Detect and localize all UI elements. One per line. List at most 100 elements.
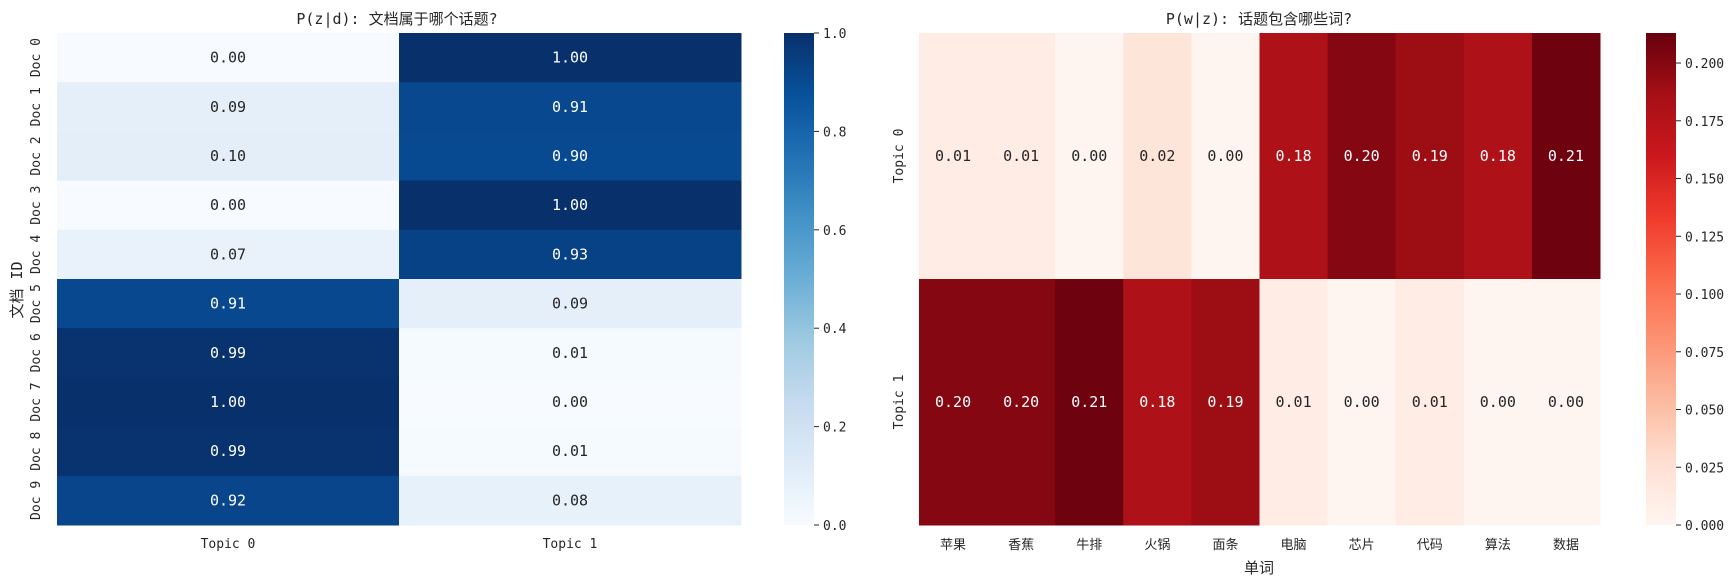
- heatmap-cell: [1055, 33, 1124, 280]
- y-tick-label: Doc 9: [29, 481, 44, 520]
- heatmap-cell: [919, 33, 988, 280]
- heatmap-cell: [1123, 33, 1192, 280]
- cell-value-label: 0.10: [210, 147, 246, 165]
- doc-topic-heatmap: P(z|d): 文档属于哪个话题? 0.00 1.000.09 0.910.10 0.…: [8, 10, 742, 552]
- heatmap-cell: [57, 229, 400, 280]
- cell-value-label: 1.00: [552, 49, 588, 67]
- x-tick-label: 面条: [1212, 537, 1238, 553]
- cell-value-label: 0.01: [552, 442, 588, 460]
- heatmap-cell: [1055, 279, 1124, 526]
- y-axis-label: 文档 ID: [8, 261, 26, 318]
- cell-value-label: 0.00: [1480, 393, 1516, 411]
- heatmap-cell: [1191, 33, 1260, 280]
- cell-value-label: 0.00: [1071, 147, 1107, 165]
- colorbar-tick-label: 0.175: [1685, 115, 1724, 130]
- y-tick-label: Doc 0: [29, 38, 44, 77]
- cell-value-label: 1.00: [210, 393, 246, 411]
- cell-value-label: 0.08: [552, 491, 588, 509]
- heatmap-cell: [987, 33, 1056, 280]
- heatmap-cell: [1531, 279, 1601, 526]
- heatmap-cell: [399, 377, 742, 428]
- cell-value-label: 0.18: [1139, 393, 1175, 411]
- cell-value-label: 0.00: [1548, 393, 1584, 411]
- colorbar-tick-label: 0.4: [823, 322, 847, 337]
- heatmap-cell: [919, 279, 988, 526]
- colorbar-tick-label: 0.200: [1685, 57, 1724, 72]
- colorbar-ticks: 0.000 0.025 0.050 0.075 0.100 0.125 0.150 0.175…: [1676, 57, 1724, 534]
- heatmap-cell: [57, 377, 400, 428]
- cell-value-label: 0.99: [210, 344, 246, 362]
- heatmap-cell: [1395, 279, 1465, 526]
- heatmap-cells: 0.01 0.01 0.00 0.02 0.00 0.18 0.20 0.19 0.18 0.21…: [919, 33, 1601, 526]
- y-tick-label: Doc 2: [29, 136, 44, 175]
- y-tick-label: Doc 8: [29, 432, 44, 471]
- heatmap-cell: [57, 33, 400, 83]
- cell-value-label: 0.00: [1344, 393, 1380, 411]
- heatmap-cell: [399, 33, 742, 83]
- y-tick-labels: Topic 0 Topic 1: [892, 129, 907, 430]
- cell-value-label: 0.01: [1412, 393, 1448, 411]
- heatmap-cell: [1259, 279, 1329, 526]
- heatmap-cell: [1191, 279, 1260, 526]
- cell-value-label: 0.01: [1003, 147, 1039, 165]
- y-tick-label: Doc 4: [29, 235, 44, 274]
- heatmap-cell: [1463, 279, 1533, 526]
- heatmap-cell: [399, 131, 742, 182]
- heatmap-cell: [399, 82, 742, 132]
- colorbar-tick-label: 0.2: [823, 421, 846, 436]
- colorbar-tick-label: 0.075: [1685, 346, 1724, 361]
- x-tick-label: Topic 1: [543, 537, 598, 552]
- cell-value-label: 0.92: [210, 491, 246, 509]
- heatmap-cell: [987, 279, 1056, 526]
- cell-value-label: 0.18: [1275, 147, 1311, 165]
- x-tick-label: 芯片: [1349, 538, 1375, 553]
- heatmap-cell: [57, 180, 400, 231]
- heatmap-cell: [399, 328, 742, 378]
- heatmap-cell: [1327, 33, 1397, 280]
- cell-value-label: 0.09: [552, 295, 588, 313]
- x-tick-labels: 苹果 香蕉 牛排 火锅 面条 电脑 芯片 代码 算法 数据: [940, 537, 1579, 553]
- y-tick-label: Doc 3: [29, 186, 44, 225]
- heatmap-cell: [57, 131, 400, 182]
- heatmap-cell: [1123, 279, 1192, 526]
- heatmap-cell: [57, 475, 400, 526]
- cell-value-label: 0.20: [1003, 393, 1039, 411]
- heatmap-cell: [57, 82, 400, 132]
- cell-value-label: 0.18: [1480, 147, 1516, 165]
- x-tick-label: 电脑: [1281, 538, 1307, 553]
- cell-value-label: 0.90: [552, 147, 588, 165]
- heatmap-cell: [399, 426, 742, 477]
- heatmap-cell: [1327, 279, 1397, 526]
- x-tick-label: 数据: [1553, 538, 1579, 553]
- colorbar-tick-label: 0.025: [1685, 461, 1724, 476]
- cell-value-label: 0.00: [1207, 147, 1243, 165]
- cell-value-label: 0.93: [552, 245, 588, 263]
- cell-value-label: 1.00: [552, 196, 588, 214]
- cell-value-label: 0.00: [210, 196, 246, 214]
- y-tick-label: Doc 5: [29, 284, 44, 323]
- cell-value-label: 0.20: [1344, 147, 1380, 165]
- x-tick-label: Topic 0: [201, 537, 256, 552]
- colorbar-tick-label: 0.8: [823, 125, 846, 140]
- colorbar-tick-label: 0.100: [1685, 288, 1724, 303]
- cell-value-label: 0.07: [210, 245, 246, 263]
- x-axis-label: 单词: [1244, 559, 1274, 577]
- cell-value-label: 0.91: [552, 98, 588, 116]
- heatmap-cell: [57, 426, 400, 477]
- heatmap-title: P(w|z): 话题包含哪些词?: [1166, 10, 1352, 28]
- heatmap-cells: 0.00 1.00 0.09 0.91 0.10 0.90 0.00 1.00 0.07 0.93…: [57, 33, 742, 526]
- cell-value-label: 0.02: [1139, 147, 1175, 165]
- colorbar-ticks: 0.0 0.2 0.4 0.6 0.8 1.0: [814, 27, 847, 534]
- cell-value-label: 0.21: [1548, 147, 1584, 165]
- colorbar-tick-label: 0.0: [823, 519, 846, 534]
- cell-value-label: 0.91: [210, 295, 246, 313]
- y-tick-labels: Doc 0 Doc 1 Doc 2 Doc 3 Doc 4 Doc 5 Doc 6 Doc 7…: [29, 38, 44, 520]
- colorbar-gradient: [1646, 33, 1676, 525]
- heatmap-cell: [399, 229, 742, 280]
- heatmap-cell: [1463, 33, 1533, 280]
- cell-value-label: 0.00: [210, 49, 246, 67]
- heatmap-cell: [399, 279, 742, 329]
- y-tick-label: Topic 1: [892, 375, 907, 430]
- heatmap-title: P(z|d): 文档属于哪个话题?: [296, 10, 497, 28]
